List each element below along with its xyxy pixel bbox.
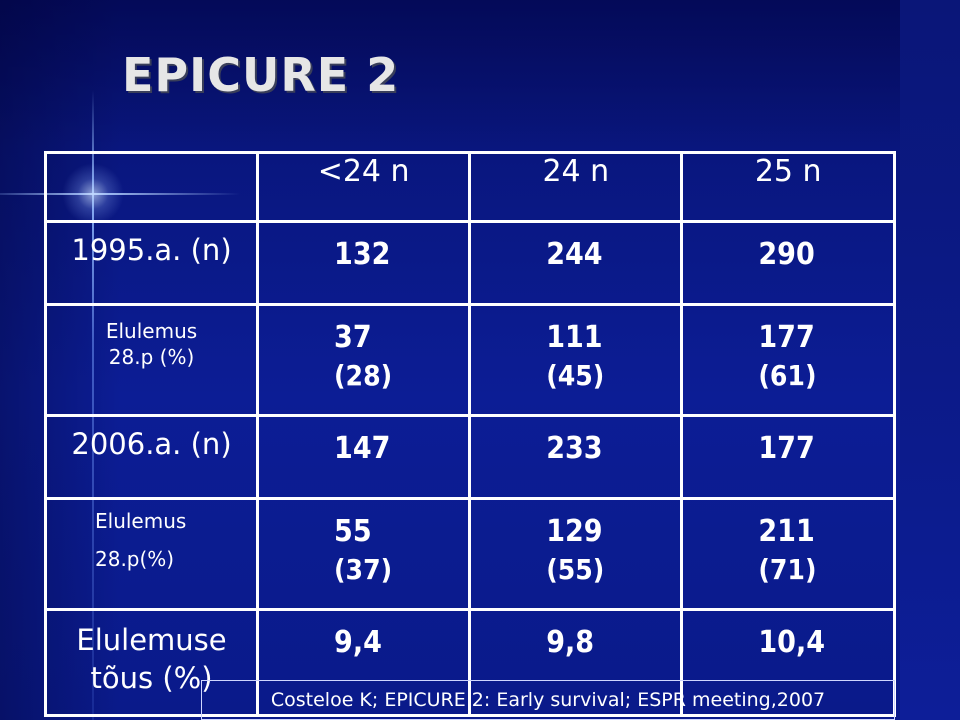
table-cell: 290 (682, 222, 895, 305)
row-label: Elulemus 28.p(%) (46, 499, 258, 610)
table-cell: 233 (470, 416, 682, 499)
row-label: Elulemus 28.p (%) (46, 305, 258, 416)
slide-title: EPICURE 2 (122, 48, 399, 102)
header-cell: <24 n (258, 153, 470, 222)
cell-value: 290 (758, 237, 893, 273)
cell-value: 233 (546, 431, 680, 467)
cell-percent: (45) (546, 356, 680, 396)
table-row: Elulemus 28.p (%) 37 (28) 111 (45) 177 (61) (46, 305, 895, 416)
table-cell: 132 (258, 222, 470, 305)
table-cell: 111 (45) (470, 305, 682, 416)
cell-value: 177 (758, 431, 893, 467)
table-row: 1995.a. (n) 132 244 290 (46, 222, 895, 305)
table-cell: 147 (258, 416, 470, 499)
table-header-row: <24 n 24 n 25 n (46, 153, 895, 222)
row-label-line: 28.p (%) (109, 345, 194, 369)
table-cell: 37 (28) (258, 305, 470, 416)
citation-box: Costeloe K; EPICURE 2: Early survival; E… (201, 680, 895, 720)
row-label-line: Elulemus (106, 319, 197, 343)
table-cell: 211 (71) (682, 499, 895, 610)
right-band (900, 0, 960, 720)
cell-value: 132 (334, 237, 468, 273)
table-cell: 177 (682, 416, 895, 499)
cell-value: 177 (758, 320, 893, 356)
header-cell: 25 n (682, 153, 895, 222)
row-label: 1995.a. (n) (46, 222, 258, 305)
cell-value: 55 (334, 514, 468, 550)
cell-value: 129 (546, 514, 680, 550)
cell-value: 9,8 (546, 625, 680, 661)
cell-value: 10,4 (758, 625, 893, 661)
cell-value: 244 (546, 237, 680, 273)
table-row: 2006.a. (n) 147 233 177 (46, 416, 895, 499)
row-label-line: Elulemus (95, 509, 186, 533)
cell-value: 147 (334, 431, 468, 467)
row-label-line: 28.p(%) (95, 547, 174, 571)
table-cell: 55 (37) (258, 499, 470, 610)
cell-percent: (55) (546, 550, 680, 590)
cell-percent: (71) (758, 550, 893, 590)
cell-percent: (28) (334, 356, 468, 396)
table-cell: 244 (470, 222, 682, 305)
cell-value: 37 (334, 320, 468, 356)
header-cell: 24 n (470, 153, 682, 222)
row-label-line: tõus (%) (91, 661, 213, 695)
cell-value: 211 (758, 514, 893, 550)
row-label-line: Elulemuse (76, 623, 226, 657)
cell-value: 9,4 (334, 625, 468, 661)
table-cell: 177 (61) (682, 305, 895, 416)
header-cell-empty (46, 153, 258, 222)
cell-percent: (61) (758, 356, 893, 396)
table-cell: 129 (55) (470, 499, 682, 610)
table-row: Elulemus 28.p(%) 55 (37) 129 (55) 211 (71) (46, 499, 895, 610)
row-label: 2006.a. (n) (46, 416, 258, 499)
cell-percent: (37) (334, 550, 468, 590)
cell-value: 111 (546, 320, 680, 356)
survival-table: <24 n 24 n 25 n 1995.a. (n) 132 244 290 … (44, 151, 896, 717)
